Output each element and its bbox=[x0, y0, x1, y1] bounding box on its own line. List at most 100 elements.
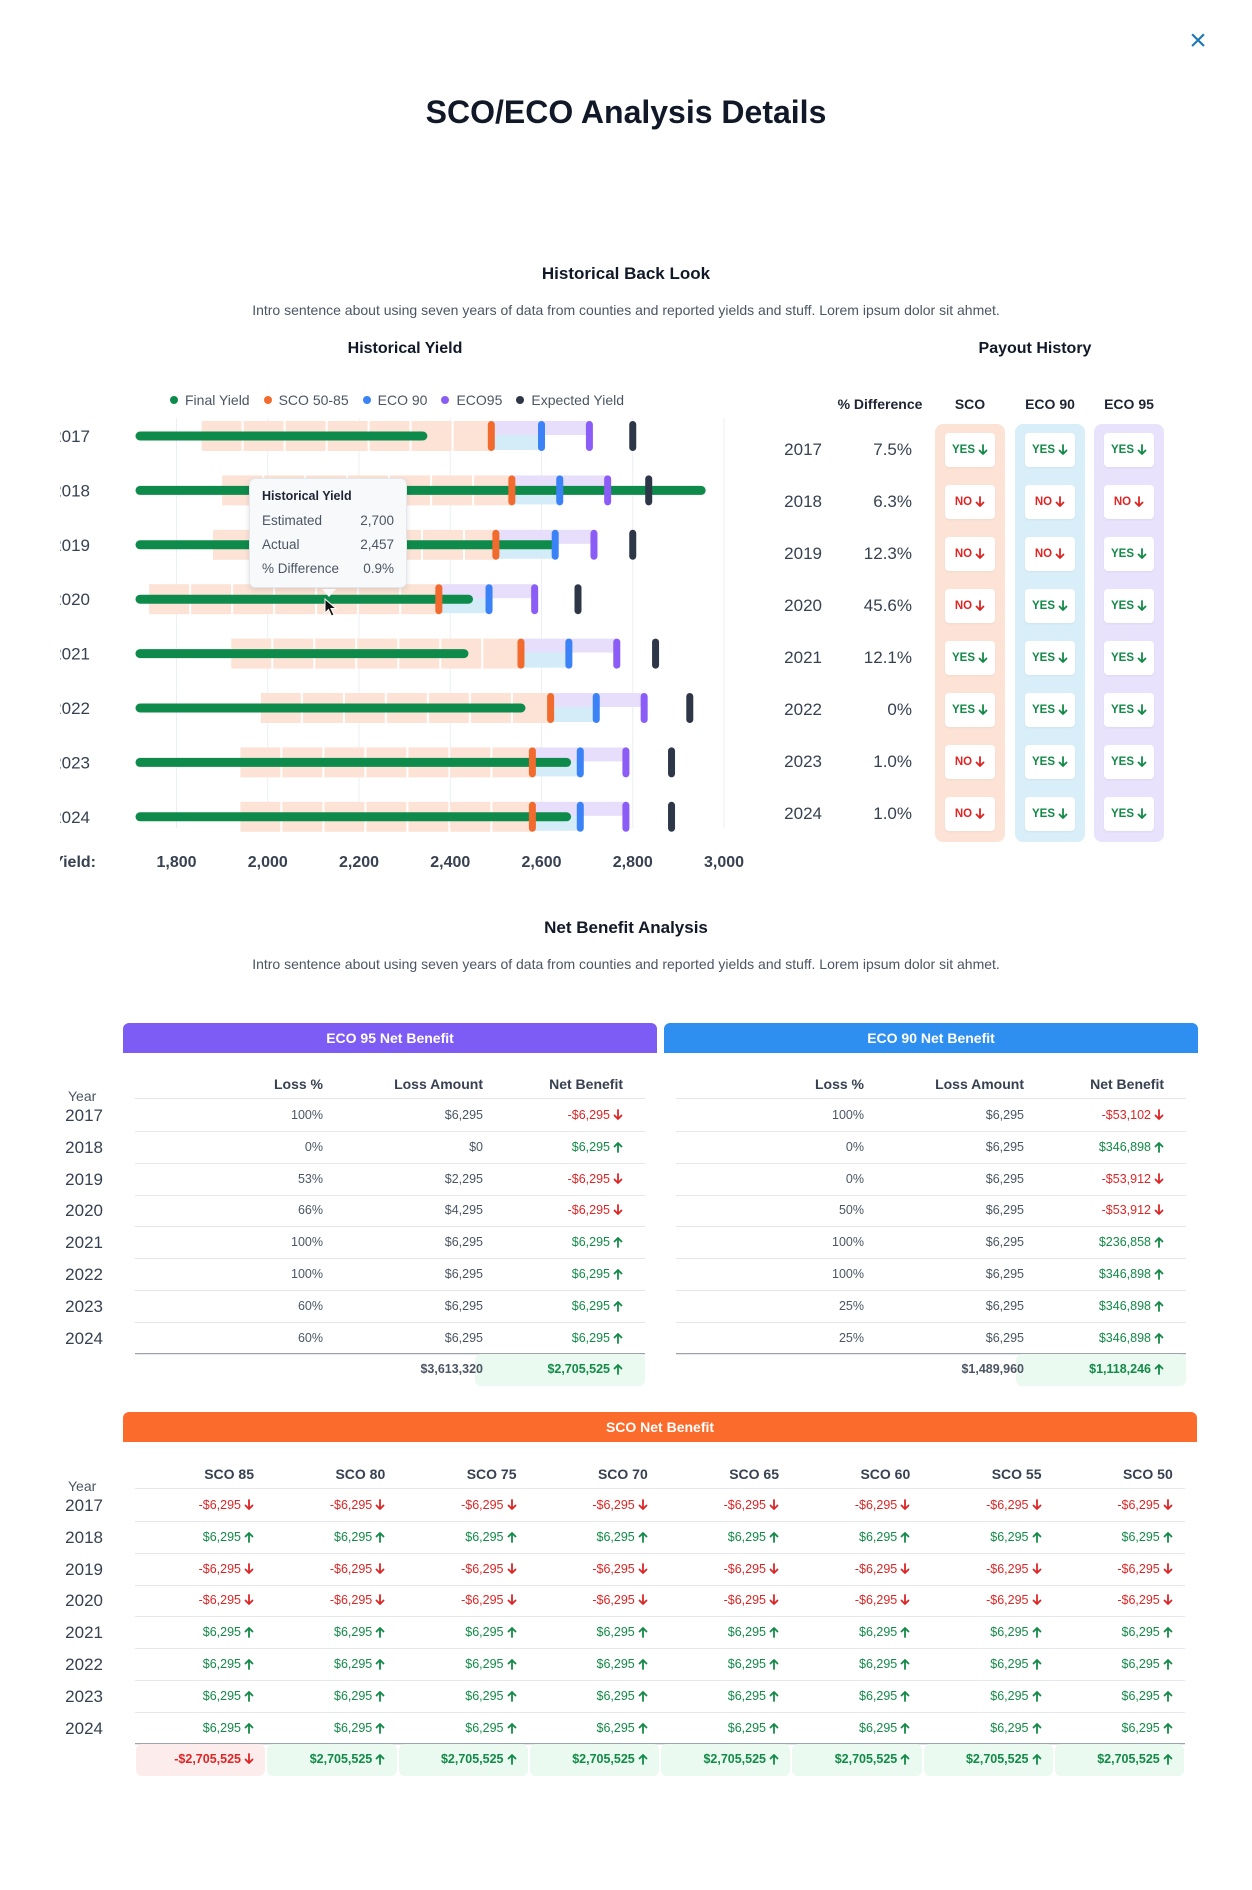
sco-50-85-marker bbox=[547, 693, 555, 723]
eco95-loss-amount: $2,295 bbox=[444, 1171, 483, 1186]
sco-value: $6,295 bbox=[530, 1625, 648, 1639]
eco95-col-header: Loss Amount bbox=[394, 1076, 483, 1092]
eco95-marker bbox=[531, 584, 539, 615]
eco95-net-benefit: $6,295 bbox=[503, 1331, 623, 1345]
sco-total-highlight bbox=[529, 1744, 659, 1777]
payout-year: 2018 bbox=[784, 492, 822, 511]
value-text: $6,295 bbox=[1121, 1720, 1160, 1735]
sco-total-value: -$2,705,525 bbox=[136, 1752, 254, 1766]
arrow-down-icon bbox=[1055, 496, 1065, 507]
eco90-loss-pct: 0% bbox=[845, 1171, 864, 1186]
value-text: -$6,295 bbox=[329, 1561, 373, 1576]
value-text: $2,705,525 bbox=[547, 1362, 610, 1377]
sco-value: -$6,295 bbox=[1055, 1593, 1173, 1607]
tooltip-value: 2,700 bbox=[360, 513, 394, 528]
row-divider bbox=[676, 1194, 1186, 1196]
cursor-icon bbox=[324, 598, 338, 617]
value-text: -$6,295 bbox=[592, 1561, 635, 1576]
value-text: $6,295 bbox=[727, 1625, 766, 1640]
sco-value: -$6,295 bbox=[792, 1498, 910, 1512]
eco90-net-benefit: -$53,102 bbox=[1044, 1108, 1164, 1122]
value-text: $6,295 bbox=[1121, 1625, 1160, 1640]
row-divider bbox=[676, 1290, 1186, 1291]
row-divider bbox=[135, 1616, 1185, 1618]
year-label: 2022 bbox=[60, 699, 90, 718]
badge-label: NO bbox=[1034, 496, 1053, 508]
arrow-up-icon bbox=[900, 1722, 910, 1734]
eco95-loss-amount: $4,295 bbox=[444, 1203, 483, 1218]
badge-label: NO bbox=[1034, 548, 1053, 560]
eco95-net-benefit: -$6,295 bbox=[503, 1172, 623, 1186]
value-text: $1,118,246 bbox=[1089, 1362, 1151, 1377]
payout-badge: NO bbox=[945, 537, 995, 571]
year-label: 2018 bbox=[65, 1137, 103, 1157]
value-text: $6,295 bbox=[571, 1235, 610, 1250]
row-divider bbox=[135, 1098, 645, 1099]
arrow-down-icon bbox=[507, 1594, 516, 1606]
year-label: 2017 bbox=[65, 1106, 103, 1125]
sco-value: -$6,295 bbox=[924, 1498, 1042, 1512]
tick-label: 2,000 bbox=[248, 854, 288, 871]
total-divider bbox=[676, 1353, 1186, 1355]
year-label: 2020 bbox=[65, 1201, 103, 1221]
value-text: -$6,295 bbox=[854, 1593, 898, 1608]
sco-value: -$6,295 bbox=[267, 1562, 385, 1576]
year-label: 2024 bbox=[60, 808, 90, 827]
badge-label: NO bbox=[954, 600, 973, 612]
year-label: 2023 bbox=[60, 753, 90, 772]
payout-diff: 45.6% bbox=[863, 596, 912, 615]
expected-yield-marker bbox=[652, 638, 660, 669]
total-divider bbox=[135, 1743, 1185, 1745]
tick-label: 2,400 bbox=[430, 854, 470, 871]
tooltip-value: 0.9% bbox=[363, 561, 394, 576]
arrow-down-icon bbox=[1134, 496, 1144, 507]
arrow-up-icon bbox=[769, 1754, 779, 1766]
year-header: Year bbox=[68, 1478, 97, 1494]
payout-year: 2022 bbox=[784, 700, 822, 719]
legend-item: SCO 50-85 bbox=[263, 392, 349, 408]
eco95-marker bbox=[590, 529, 598, 560]
sco-value: $6,295 bbox=[267, 1689, 385, 1703]
arrow-down-icon bbox=[1137, 444, 1147, 455]
arrow-up-icon bbox=[244, 1690, 254, 1702]
legend-item: ECO95 bbox=[441, 392, 502, 408]
close-icon[interactable]: × bbox=[1189, 24, 1207, 57]
eco-90-marker bbox=[556, 475, 564, 506]
eco90-col-header: Loss % bbox=[814, 1076, 864, 1092]
arrow-up-icon bbox=[1154, 1332, 1164, 1344]
sco-col-header: SCO 75 bbox=[466, 1466, 517, 1482]
chart-legend: Final Yield SCO 50-85 ECO 90 ECO95 Expected … bbox=[170, 392, 624, 408]
eco95-loss-pct: 100% bbox=[291, 1108, 323, 1122]
value-text: $6,295 bbox=[727, 1720, 766, 1735]
payout-badge: YES bbox=[1104, 693, 1154, 727]
sco-value: $6,295 bbox=[792, 1721, 910, 1735]
row-divider bbox=[135, 1131, 645, 1132]
arrow-up-icon bbox=[1163, 1754, 1173, 1766]
year-label: 2021 bbox=[60, 645, 90, 664]
eco-90-marker bbox=[485, 584, 493, 615]
year-label: 2020 bbox=[65, 1591, 103, 1611]
payout-badge: YES bbox=[945, 641, 995, 675]
value-text: $6,295 bbox=[202, 1529, 241, 1544]
value-text: -$6,295 bbox=[854, 1498, 898, 1512]
arrow-down-icon bbox=[978, 704, 988, 715]
arrow-up-icon bbox=[375, 1722, 385, 1734]
expected-yield-marker bbox=[629, 421, 637, 451]
value-text: $6,295 bbox=[990, 1529, 1029, 1544]
eco90-loss-pct: 50% bbox=[838, 1203, 864, 1218]
legend-dot-icon bbox=[516, 396, 525, 404]
year-label: 2023 bbox=[65, 1296, 103, 1316]
tooltip-label: % Difference bbox=[262, 561, 340, 576]
tooltip-value: 2,457 bbox=[360, 537, 394, 552]
eco90-col-header: Loss Amount bbox=[935, 1076, 1024, 1092]
value-text: -$6,295 bbox=[461, 1498, 504, 1512]
axis-label: Yield: bbox=[60, 854, 96, 871]
eco95-total-net: $2,705,525 bbox=[503, 1362, 623, 1376]
sco-col-header: SCO 85 bbox=[204, 1466, 254, 1482]
eco90-net-benefit: $346,898 bbox=[1044, 1267, 1164, 1281]
eco90-loss-pct: 0% bbox=[845, 1139, 864, 1154]
eco95-loss-amount: $6,295 bbox=[444, 1267, 483, 1281]
value-text: $6,295 bbox=[990, 1720, 1029, 1735]
year-label: 2022 bbox=[65, 1265, 103, 1284]
arrow-up-icon bbox=[1154, 1364, 1164, 1376]
